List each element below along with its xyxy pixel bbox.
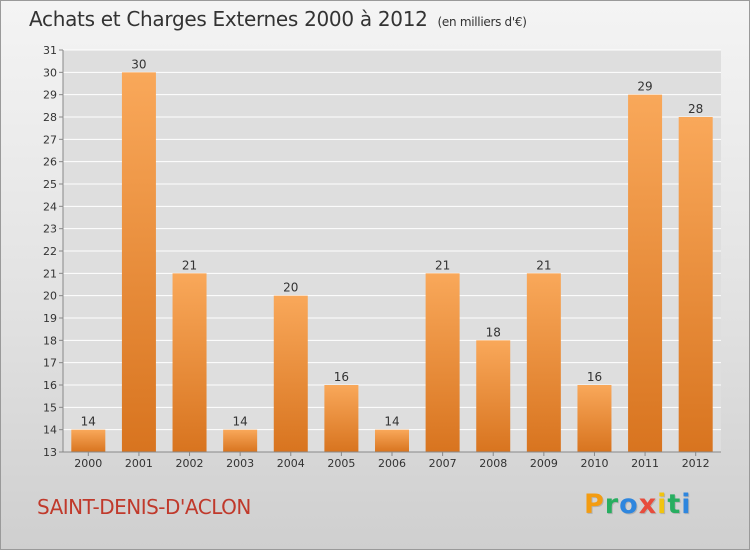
- x-tick-label-2005: 2005: [327, 457, 355, 470]
- bar-2008: [476, 340, 511, 452]
- bar-2006: [375, 429, 409, 452]
- y-tick-label: 26: [43, 156, 57, 169]
- y-tick-label: 18: [43, 334, 57, 347]
- data-label-2007: 21: [435, 258, 450, 272]
- x-tick-label-2010: 2010: [580, 457, 608, 470]
- y-tick-label: 17: [43, 357, 57, 370]
- y-tick-label: 16: [43, 379, 57, 392]
- bar-2002: [172, 273, 207, 452]
- bar-2005: [324, 385, 359, 452]
- y-tick-label: 29: [43, 89, 57, 102]
- x-tick-label-2006: 2006: [378, 457, 406, 470]
- x-tick-label-2008: 2008: [479, 457, 507, 470]
- x-tick-label-2009: 2009: [530, 457, 558, 470]
- bar-2001: [121, 72, 156, 452]
- y-tick-label: 30: [43, 66, 57, 79]
- x-tick-label-2012: 2012: [682, 457, 710, 470]
- y-tick-label: 22: [43, 245, 57, 258]
- x-tick-label-2002: 2002: [176, 457, 204, 470]
- y-tick-label: 14: [43, 424, 57, 437]
- bar-2004: [273, 295, 308, 452]
- x-tick-label-2003: 2003: [226, 457, 254, 470]
- chart-title-text: Achats et Charges Externes 2000 à 2012: [29, 7, 428, 31]
- data-label-2012: 28: [688, 102, 703, 116]
- proxiti-logo[interactable]: Proxiti: [584, 489, 692, 520]
- bar-2012: [678, 117, 713, 452]
- x-tick-label-2000: 2000: [74, 457, 102, 470]
- brand-letter: i: [681, 489, 692, 520]
- x-tick-label-2011: 2011: [631, 457, 659, 470]
- bar-2009: [526, 273, 561, 452]
- brand-letter: P: [584, 489, 605, 520]
- commune-name: SAINT-DENIS-D'ACLON: [37, 495, 251, 519]
- y-tick-label: 19: [43, 312, 57, 325]
- y-tick-label: 23: [43, 223, 57, 236]
- chart-subtitle: (en milliers d'€): [437, 15, 527, 29]
- y-tick-label: 25: [43, 178, 57, 191]
- y-tick-label: 31: [43, 44, 57, 57]
- y-tick-label: 24: [43, 200, 57, 213]
- data-label-2003: 14: [233, 415, 248, 429]
- y-tick-label: 15: [43, 401, 57, 414]
- y-tick-label: 13: [43, 446, 57, 459]
- y-tick-label: 20: [43, 290, 57, 303]
- data-label-2004: 20: [283, 281, 298, 295]
- chart-title: Achats et Charges Externes 2000 à 2012 (e…: [29, 7, 527, 31]
- x-tick-label-2001: 2001: [125, 457, 153, 470]
- brand-letter: x: [638, 489, 658, 520]
- data-label-2009: 21: [536, 258, 551, 272]
- brand-letter: t: [667, 489, 682, 520]
- x-tick-label-2004: 2004: [277, 457, 305, 470]
- y-tick-label: 21: [43, 267, 57, 280]
- data-label-2011: 29: [637, 80, 652, 94]
- x-tick-label-2007: 2007: [429, 457, 457, 470]
- data-label-2002: 21: [182, 258, 197, 272]
- y-tick-label: 27: [43, 133, 57, 146]
- brand-letter: r: [604, 489, 620, 520]
- data-label-2001: 30: [131, 57, 146, 71]
- bar-2003: [223, 429, 258, 452]
- bar-2010: [577, 385, 612, 452]
- brand-letter: i: [657, 489, 668, 520]
- data-label-2006: 14: [384, 415, 399, 429]
- data-label-2000: 14: [81, 415, 96, 429]
- y-tick-label: 28: [43, 111, 57, 124]
- bar-2007: [425, 273, 460, 452]
- data-label-2008: 18: [486, 325, 501, 339]
- bar-2000: [71, 429, 106, 452]
- data-label-2010: 16: [587, 370, 602, 384]
- data-label-2005: 16: [334, 370, 349, 384]
- bar-2011: [628, 94, 663, 453]
- brand-letter: o: [619, 489, 639, 520]
